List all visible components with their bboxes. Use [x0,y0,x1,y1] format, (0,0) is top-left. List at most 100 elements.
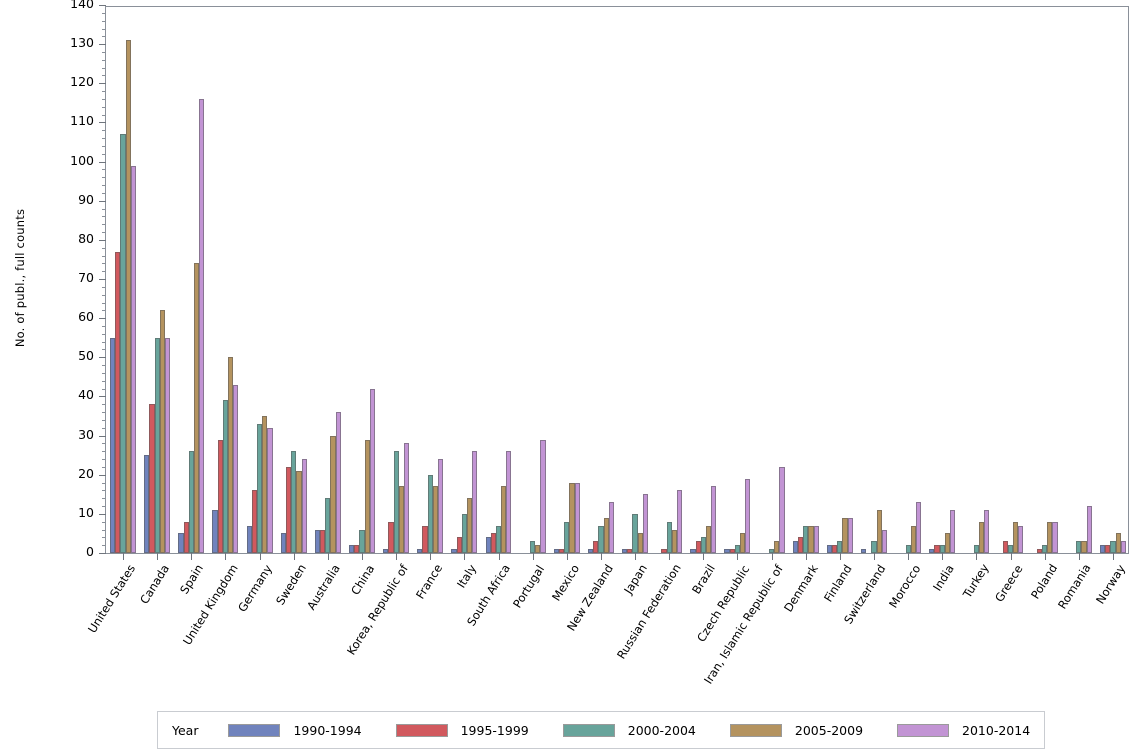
bar[interactable] [1105,545,1111,553]
bar[interactable] [1115,533,1121,553]
bar[interactable] [490,533,496,553]
bar[interactable] [393,451,399,553]
bar[interactable] [803,525,809,553]
bar[interactable] [915,502,922,553]
bar[interactable] [734,545,741,553]
bar[interactable] [354,545,360,553]
bar[interactable] [984,509,990,553]
bar[interactable] [705,525,712,553]
bar[interactable] [485,537,491,553]
bar[interactable] [506,451,512,553]
bar[interactable] [671,529,677,553]
bar[interactable] [637,533,643,553]
bar[interactable] [808,525,814,553]
bar[interactable] [661,549,667,553]
bar[interactable] [314,529,321,553]
bar[interactable] [934,545,940,553]
bar[interactable] [666,521,672,553]
bar[interactable] [929,549,935,553]
bar[interactable] [280,533,286,553]
bar[interactable] [871,541,877,553]
bar[interactable] [364,439,370,553]
legend-item[interactable]: 1995-1999 [395,723,529,738]
bar[interactable] [745,478,751,553]
bar[interactable] [125,40,131,553]
bar[interactable] [267,427,273,553]
bar[interactable] [233,384,239,553]
bar[interactable] [183,521,189,553]
legend-item[interactable]: 2010-2014 [897,723,1030,738]
bar[interactable] [1018,525,1024,553]
bar[interactable] [944,533,951,553]
bar[interactable] [540,439,546,553]
bar[interactable] [398,486,404,553]
bar[interactable] [593,541,599,553]
bar[interactable] [632,513,638,553]
bar[interactable] [164,337,171,553]
bar[interactable] [330,435,336,553]
bar[interactable] [130,165,137,553]
bar[interactable] [417,549,423,553]
bar[interactable] [217,439,223,553]
bar[interactable] [251,490,257,553]
bar[interactable] [495,525,502,553]
bar[interactable] [876,509,882,553]
bar[interactable] [228,357,234,553]
bar[interactable] [905,545,911,553]
bar[interactable] [432,486,439,553]
bar[interactable] [690,549,696,553]
bar[interactable] [291,451,297,553]
bar[interactable] [559,549,565,553]
bar[interactable] [359,529,365,553]
bar[interactable] [296,470,302,553]
bar[interactable] [729,549,735,553]
bar[interactable] [369,388,375,553]
bar[interactable] [1120,541,1126,553]
bar[interactable] [456,537,462,553]
bar[interactable] [154,337,160,553]
bar[interactable] [422,525,428,553]
bar[interactable] [700,537,706,553]
bar[interactable] [383,549,389,553]
bar[interactable] [676,490,683,553]
bar[interactable] [627,549,633,553]
bar[interactable] [740,533,746,553]
bar[interactable] [388,521,394,553]
bar[interactable] [978,521,985,553]
bar[interactable] [159,310,165,553]
bar[interactable] [1042,545,1048,553]
bar[interactable] [587,549,594,553]
bar[interactable] [642,494,649,553]
bar[interactable] [222,400,229,553]
bar[interactable] [574,482,580,553]
bar[interactable] [472,451,478,553]
bar[interactable] [826,545,833,553]
bar[interactable] [427,474,433,553]
bar[interactable] [1047,521,1053,553]
bar[interactable] [564,521,570,553]
bar[interactable] [1081,541,1087,553]
bar[interactable] [569,482,575,553]
bar[interactable] [861,549,867,553]
bar[interactable] [461,513,467,553]
bar[interactable] [349,545,355,553]
bar[interactable] [144,455,150,553]
bar[interactable] [847,517,853,553]
bar[interactable] [212,509,218,553]
bar[interactable] [199,98,205,553]
bar[interactable] [939,545,945,553]
bar[interactable] [530,541,536,553]
bar[interactable] [711,486,717,553]
bar[interactable] [950,509,956,553]
bar[interactable] [797,537,804,553]
bar[interactable] [695,541,701,553]
bar[interactable] [403,443,410,553]
bar[interactable] [832,545,838,553]
bar[interactable] [301,459,307,553]
bar[interactable] [603,517,609,553]
bar[interactable] [262,416,268,553]
bar[interactable] [1013,521,1019,553]
bar[interactable] [910,525,916,553]
bar[interactable] [813,525,819,553]
bar[interactable] [188,451,194,553]
